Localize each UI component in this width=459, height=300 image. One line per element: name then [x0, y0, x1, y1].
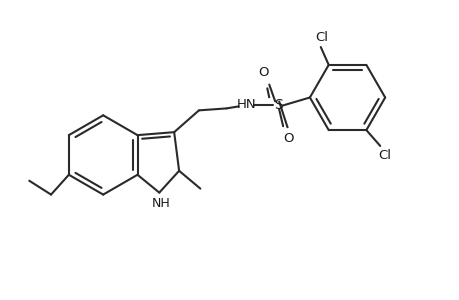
Text: HN: HN: [236, 98, 256, 111]
Text: Cl: Cl: [314, 31, 328, 44]
Text: O: O: [257, 66, 268, 79]
Text: NH: NH: [151, 197, 170, 210]
Text: Cl: Cl: [378, 149, 391, 162]
Text: O: O: [282, 132, 293, 145]
Text: S: S: [273, 98, 282, 112]
